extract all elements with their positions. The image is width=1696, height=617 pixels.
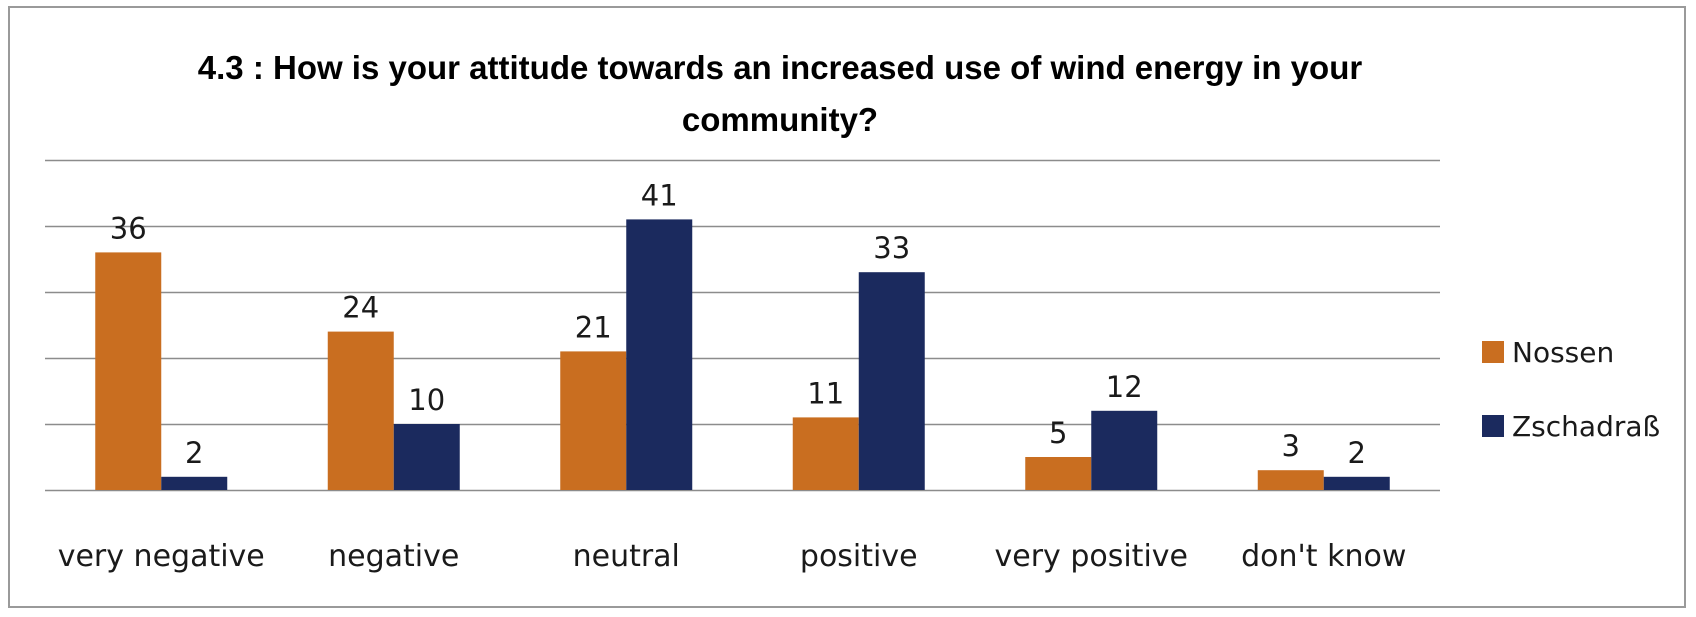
- data-label-nossen-don-t-know: 3: [1282, 429, 1300, 463]
- bar-nossen-don-t-know: [1257, 470, 1324, 490]
- data-label-zschadra-positive: 33: [873, 231, 910, 265]
- data-label-nossen-neutral: 21: [575, 310, 612, 344]
- data-label-zschadra-very-negative: 2: [185, 436, 203, 470]
- bar-nossen-very-negative: [95, 252, 162, 490]
- bar-zschadra-don-t-know: [1323, 476, 1390, 490]
- data-labels: 36 2 24 10 21 41 11 33 5 12 3 2: [110, 178, 1366, 469]
- bar-nossen-positive: [792, 417, 859, 490]
- bars: [95, 219, 1390, 490]
- x-tick-label-very-negative: very negative: [58, 539, 265, 574]
- x-tick-label-very-positive: very positive: [994, 539, 1188, 574]
- data-label-zschadra-negative: 10: [408, 383, 445, 417]
- legend-label-nossen: Nossen: [1512, 336, 1614, 369]
- bar-zschadra-neutral: [626, 219, 693, 490]
- bar-zschadra-very-negative: [161, 476, 228, 490]
- bar-zschadra-very-positive: [1091, 410, 1158, 490]
- data-label-zschadra-neutral: 41: [641, 178, 678, 212]
- data-label-nossen-negative: 24: [342, 291, 379, 325]
- bar-zschadra-positive: [858, 272, 925, 490]
- bar-zschadra-negative: [393, 424, 460, 490]
- gridlines: [45, 159, 1440, 492]
- legend-swatch-zschadra: [1482, 415, 1504, 437]
- x-tick-label-positive: positive: [800, 539, 918, 574]
- data-label-zschadra-very-positive: 12: [1106, 370, 1143, 404]
- chart-title: 4.3 : How is your attitude towards an in…: [0, 42, 1560, 146]
- data-label-nossen-very-positive: 5: [1049, 416, 1067, 450]
- chart-title-line-1: 4.3 : How is your attitude towards an in…: [197, 49, 1363, 86]
- chart-frame: [8, 6, 1686, 608]
- legend-label-zschadra: Zschadraß: [1512, 410, 1660, 443]
- chart-title-line-2: community?: [681, 101, 879, 138]
- data-label-nossen-positive: 11: [807, 376, 844, 410]
- legend-swatch-nossen: [1482, 341, 1504, 363]
- x-tick-labels: very negative negative neutral positive very…: [58, 539, 1407, 574]
- x-tick-label-neutral: neutral: [573, 539, 680, 574]
- bar-nossen-negative: [327, 331, 394, 490]
- data-label-zschadra-don-t-know: 2: [1348, 436, 1366, 470]
- legend: Nossen Zschadraß: [1482, 336, 1660, 443]
- x-tick-label-don-t-know: don't know: [1241, 539, 1406, 574]
- bar-nossen-very-positive: [1025, 457, 1092, 490]
- bar-nossen-neutral: [560, 351, 627, 490]
- x-tick-label-negative: negative: [328, 539, 459, 574]
- data-label-nossen-very-negative: 36: [110, 211, 147, 245]
